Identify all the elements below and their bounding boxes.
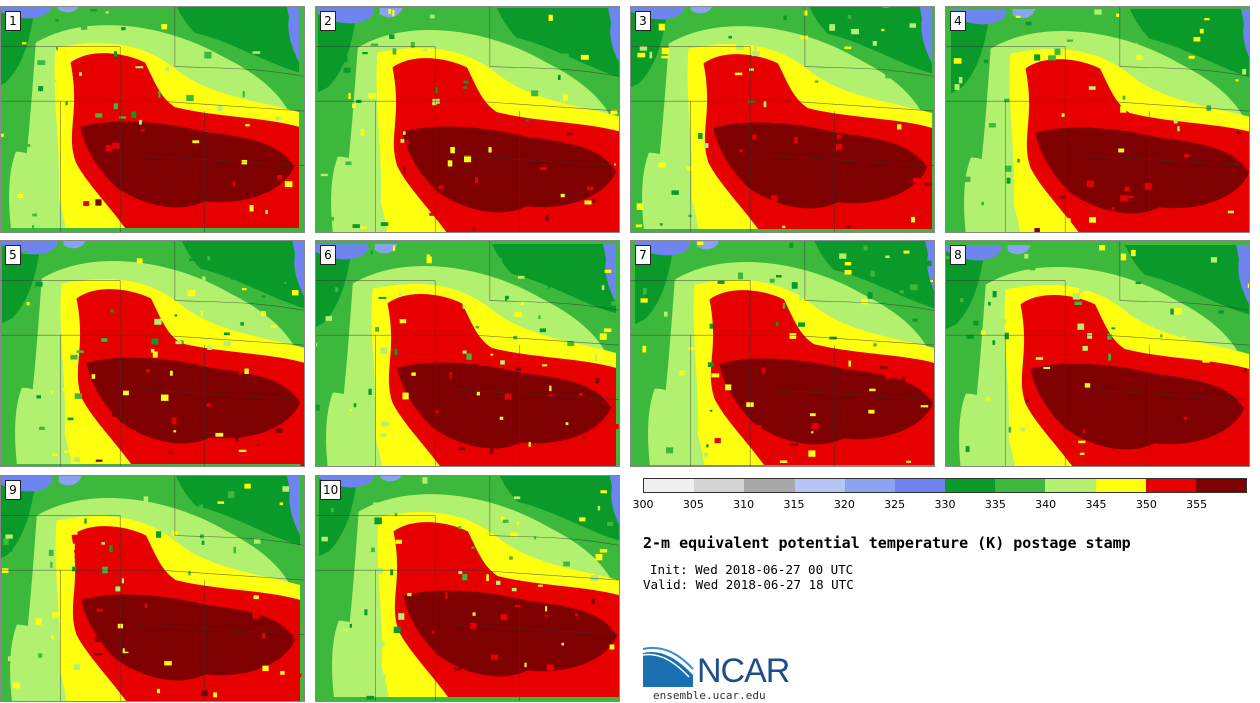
theta-e-map bbox=[316, 476, 619, 701]
colorbar-segment bbox=[995, 479, 1046, 492]
theta-e-map bbox=[631, 7, 934, 232]
colorbar-segment bbox=[694, 479, 745, 492]
ensemble-member-panel: 8 bbox=[945, 240, 1250, 467]
colorbar-segment bbox=[1095, 479, 1146, 492]
theta-e-map bbox=[946, 7, 1249, 232]
ensemble-member-panel: 6 bbox=[315, 240, 620, 467]
ensemble-member-panel: 9 bbox=[0, 475, 305, 702]
colorbar-tick-label: 325 bbox=[884, 498, 906, 511]
colorbar-tick-label: 305 bbox=[682, 498, 704, 511]
ensemble-member-panel: 2 bbox=[315, 6, 620, 233]
colorbar-ticks: 300 305 310 315 320 325 330 335 340 345 350 355 bbox=[633, 498, 1247, 512]
colorbar bbox=[643, 478, 1247, 493]
colorbar-segment bbox=[894, 479, 946, 492]
colorbar-segment bbox=[1195, 479, 1247, 492]
logo-name: NCAR bbox=[697, 652, 790, 690]
member-label: 3 bbox=[635, 11, 651, 31]
member-label: 8 bbox=[950, 245, 966, 265]
colorbar-segment bbox=[1045, 479, 1096, 492]
colorbar-tick-label: 350 bbox=[1135, 498, 1157, 511]
valid-time: Valid: Wed 2018-06-27 18 UTC bbox=[643, 577, 854, 592]
ensemble-member-panel: 5 bbox=[0, 240, 305, 467]
member-label: 5 bbox=[5, 245, 21, 265]
theta-e-map bbox=[946, 241, 1249, 466]
colorbar-segment bbox=[1145, 479, 1196, 492]
colorbar-tick-label: 300 bbox=[632, 498, 654, 511]
colorbar-segment bbox=[744, 479, 795, 492]
colorbar-tick-label: 315 bbox=[783, 498, 805, 511]
theta-e-map bbox=[1, 7, 304, 232]
ensemble-member-panel: 1 bbox=[0, 6, 305, 233]
colorbar-tick-label: 330 bbox=[934, 498, 956, 511]
colorbar-tick-label: 310 bbox=[733, 498, 755, 511]
colorbar-segment bbox=[644, 479, 695, 492]
ensemble-member-panel: 3 bbox=[630, 6, 935, 233]
colorbar-segment bbox=[794, 479, 845, 492]
member-label: 10 bbox=[320, 480, 342, 500]
colorbar-segment bbox=[844, 479, 895, 492]
colorbar-tick-label: 340 bbox=[1035, 498, 1057, 511]
ncar-logo-icon bbox=[643, 647, 694, 687]
ensemble-member-panel: 4 bbox=[945, 6, 1250, 233]
colorbar-segment bbox=[945, 479, 996, 492]
logo-url: ensemble.ucar.edu bbox=[653, 689, 766, 702]
theta-e-map bbox=[316, 7, 619, 232]
colorbar-tick-label: 335 bbox=[984, 498, 1006, 511]
init-time: Init: Wed 2018-06-27 00 UTC bbox=[650, 562, 854, 577]
theta-e-map bbox=[631, 241, 934, 466]
member-label: 7 bbox=[635, 245, 651, 265]
ensemble-member-panel: 10 bbox=[315, 475, 620, 702]
theta-e-map bbox=[1, 476, 304, 701]
member-label: 6 bbox=[320, 245, 336, 265]
chart-title: 2-m equivalent potential temperature (K)… bbox=[643, 534, 1131, 552]
member-label: 2 bbox=[320, 11, 336, 31]
member-label: 1 bbox=[5, 11, 21, 31]
colorbar-tick-label: 320 bbox=[833, 498, 855, 511]
theta-e-map bbox=[316, 241, 619, 466]
member-label: 4 bbox=[950, 11, 966, 31]
ensemble-member-panel: 7 bbox=[630, 240, 935, 467]
member-label: 9 bbox=[5, 480, 21, 500]
theta-e-map bbox=[1, 241, 304, 466]
colorbar-tick-label: 355 bbox=[1186, 498, 1208, 511]
colorbar-tick-label: 345 bbox=[1085, 498, 1107, 511]
